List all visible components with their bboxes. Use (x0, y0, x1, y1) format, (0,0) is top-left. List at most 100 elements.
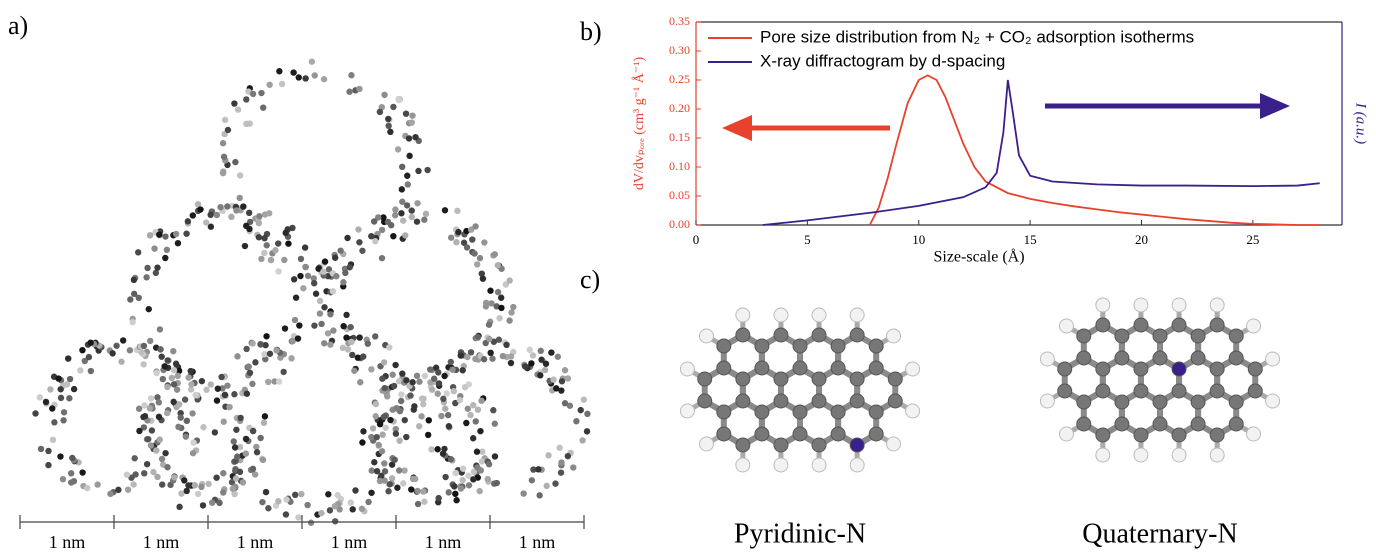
atom (496, 315, 502, 321)
atom (205, 481, 211, 487)
atom (408, 486, 414, 492)
atom (435, 391, 441, 397)
atom (275, 268, 281, 274)
atom (66, 395, 72, 401)
atom (418, 413, 424, 419)
atom (409, 207, 415, 213)
carbon (1115, 417, 1129, 431)
atom (247, 370, 253, 376)
atom (197, 206, 203, 212)
carbon (831, 405, 845, 419)
atom (124, 472, 130, 478)
atom (392, 206, 398, 212)
atom (220, 170, 226, 176)
atom (131, 455, 137, 461)
atom (188, 381, 194, 387)
carbon (1172, 362, 1186, 376)
carbon (1077, 417, 1091, 431)
atom (217, 204, 223, 210)
atom (190, 212, 196, 218)
atom (559, 378, 565, 384)
atom (318, 321, 324, 327)
atom (298, 491, 304, 497)
atom (463, 420, 469, 426)
atom (573, 418, 579, 424)
atom (333, 273, 339, 279)
atom (400, 217, 406, 223)
atom (305, 273, 311, 279)
atom (492, 421, 498, 427)
carbon (888, 394, 902, 408)
atom (404, 173, 410, 179)
atom (225, 127, 231, 133)
atom (64, 381, 70, 387)
atom (498, 305, 504, 311)
atom (220, 489, 226, 495)
hydrogen (774, 458, 788, 472)
atom (457, 397, 463, 403)
atom (220, 140, 226, 146)
atom (87, 339, 93, 345)
atom (407, 392, 413, 398)
atom (243, 121, 249, 127)
atom (545, 452, 551, 458)
legend-label: Pore size distribution from N₂ + CO₂ ads… (760, 27, 1194, 46)
carbon (1210, 362, 1224, 376)
arrowhead (1260, 93, 1290, 119)
atom (365, 499, 371, 505)
atom (379, 255, 385, 261)
atom (384, 393, 390, 399)
atom (414, 200, 420, 206)
carbon (1077, 329, 1091, 343)
atom (304, 502, 310, 508)
atom (390, 233, 396, 239)
atom (60, 417, 66, 423)
atom (185, 374, 191, 380)
atom (129, 319, 135, 325)
atom (181, 477, 187, 483)
atom (281, 257, 287, 263)
atom (164, 464, 170, 470)
atom (396, 437, 402, 443)
atom (503, 342, 509, 348)
atom (176, 401, 182, 407)
atom (156, 399, 162, 405)
atom (477, 428, 483, 434)
x-axis-label: Size-scale (Å) (933, 248, 1024, 266)
atom (240, 203, 246, 209)
atom (548, 349, 554, 355)
atom (350, 506, 356, 512)
carbon (774, 438, 788, 452)
atom (510, 304, 516, 310)
carbon (1210, 384, 1224, 398)
atom (233, 427, 239, 433)
atom (368, 490, 374, 496)
carbon (698, 394, 712, 408)
carbon (1191, 395, 1205, 409)
atom (232, 159, 238, 165)
atom (220, 470, 226, 476)
atom (537, 372, 543, 378)
figure: a) b) c) Pyridinic-N Quaternary-N 1 nm1 … (0, 0, 1376, 555)
atom (530, 352, 536, 358)
atom (243, 436, 249, 442)
atom (398, 391, 404, 397)
atom (565, 375, 571, 381)
atom (476, 488, 482, 494)
atom (226, 404, 232, 410)
atom (385, 488, 391, 494)
atom (158, 353, 164, 359)
atom (399, 370, 405, 376)
atom (421, 499, 427, 505)
atom (298, 256, 304, 262)
atom (300, 285, 306, 291)
hydrogen (812, 458, 826, 472)
atom (173, 231, 179, 237)
atom (578, 407, 584, 413)
atom (195, 491, 201, 497)
atom (373, 401, 379, 407)
hydrogen (1134, 298, 1148, 312)
atom (387, 417, 393, 423)
atom (455, 229, 461, 235)
atom (260, 104, 266, 110)
